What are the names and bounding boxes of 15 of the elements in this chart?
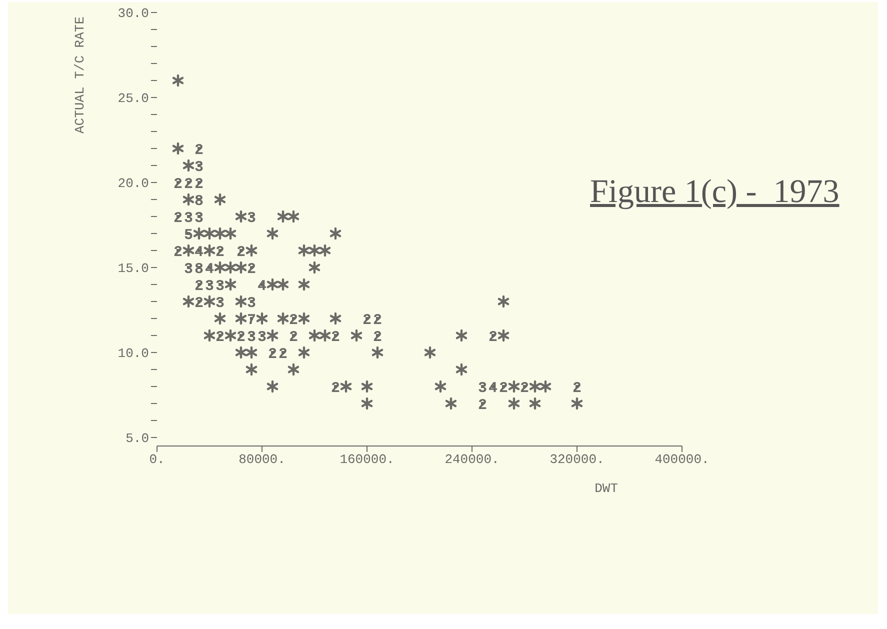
y-tick-label: 5.0: [126, 431, 149, 446]
y-tick-label: 15.0: [118, 261, 149, 276]
y-tick-label: 25.0: [118, 91, 149, 106]
x-tick-label: 160000.: [340, 452, 394, 468]
y-tick-label: 10.0: [118, 346, 149, 362]
x-tick-label: 0.: [149, 452, 165, 468]
x-tick-label: 400000.: [654, 452, 710, 468]
annotation: Figure 1(c) - 1973: [590, 174, 840, 211]
x-tick-label: 80000.: [238, 452, 286, 468]
x-tick-label: 240000.: [444, 452, 500, 468]
y-tick-label: 30.0: [118, 6, 149, 22]
y-axis-title: ACTUAL T/C RATE: [72, 16, 88, 134]
x-axis-title: DWT: [594, 481, 618, 496]
y-tick-label: 20.0: [118, 176, 149, 192]
x-tick-label: 320000.: [550, 452, 604, 468]
